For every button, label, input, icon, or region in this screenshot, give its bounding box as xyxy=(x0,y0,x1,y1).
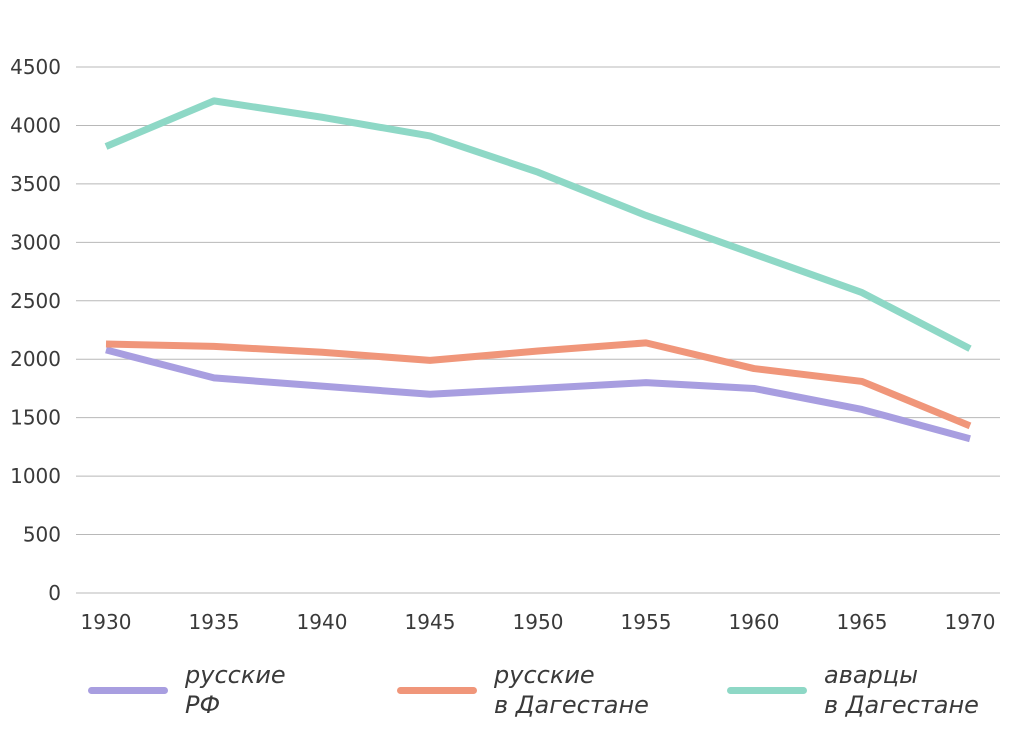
legend-label-line2: в Дагестане xyxy=(494,691,649,719)
legend-label-avars-dagestan: аварцы в Дагестане xyxy=(824,660,979,720)
legend-label-line1: русские xyxy=(185,661,286,689)
y-axis-tick-labels: 0 500 1000 1500 2000 2500 3000 3500 4000 4500 xyxy=(10,55,61,605)
y-tick-label: 2500 xyxy=(10,289,61,313)
x-tick-label: 1955 xyxy=(621,610,672,634)
y-tick-label: 0 xyxy=(48,581,61,605)
legend: русские РФ русские в Дагестане аварцы в … xyxy=(0,660,1024,730)
series-lines xyxy=(104,97,972,443)
series-line-2 xyxy=(104,97,972,352)
y-tick-label: 3000 xyxy=(10,230,61,254)
y-tick-label: 500 xyxy=(23,523,61,547)
legend-label-line1: аварцы xyxy=(824,661,919,689)
legend-label-russians-dagestan: русские в Дагестане xyxy=(494,660,649,720)
legend-swatch-avars-dagestan xyxy=(727,687,807,694)
x-tick-label: 1970 xyxy=(945,610,996,634)
x-tick-label: 1930 xyxy=(81,610,132,634)
legend-label-line2: РФ xyxy=(185,691,221,719)
x-tick-label: 1965 xyxy=(837,610,888,634)
y-tick-label: 1500 xyxy=(10,406,61,430)
line-chart: 0 500 1000 1500 2000 2500 3000 3500 4000 4500 193… xyxy=(10,55,1000,634)
legend-swatch-russians-rf xyxy=(88,687,168,694)
x-tick-label: 1960 xyxy=(729,610,780,634)
legend-swatch-russians-dagestan xyxy=(397,687,477,694)
x-tick-label: 1940 xyxy=(297,610,348,634)
y-tick-label: 4500 xyxy=(10,55,61,79)
legend-label-line2: в Дагестане xyxy=(824,691,979,719)
x-tick-label: 1935 xyxy=(189,610,240,634)
y-tick-label: 4000 xyxy=(10,113,61,137)
series-line-1 xyxy=(105,339,972,430)
x-tick-label: 1945 xyxy=(405,610,456,634)
y-tick-label: 2000 xyxy=(10,347,61,371)
grid-lines xyxy=(76,66,1000,594)
x-tick-label: 1950 xyxy=(513,610,564,634)
y-tick-label: 3500 xyxy=(10,172,61,196)
series-line-0 xyxy=(105,346,971,443)
y-tick-label: 1000 xyxy=(10,464,61,488)
legend-label-russians-rf: русские РФ xyxy=(185,660,286,720)
x-axis-tick-labels: 1930 1935 1940 1945 1950 1955 1960 1965 1970 xyxy=(81,610,996,634)
legend-label-line1: русские xyxy=(494,661,595,689)
